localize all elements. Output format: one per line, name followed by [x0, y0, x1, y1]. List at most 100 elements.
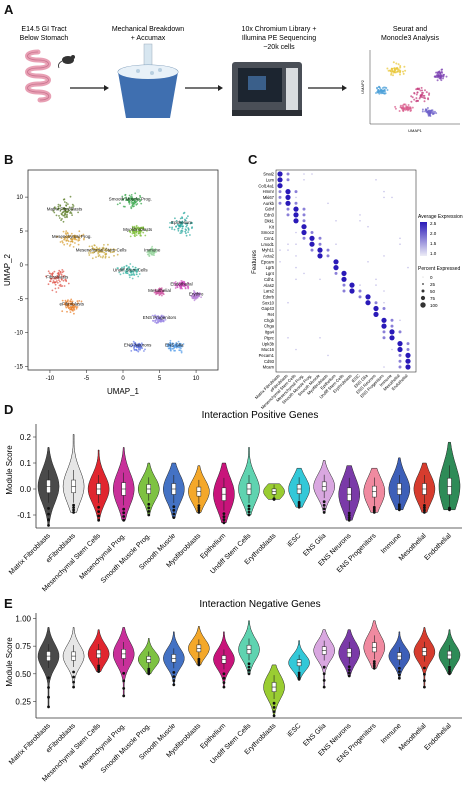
- umap-point: [169, 344, 171, 347]
- violin-outlier: [172, 675, 176, 678]
- violin-outlier: [372, 666, 376, 670]
- violin-outlier: [448, 668, 451, 671]
- mini-umap-point: [410, 109, 412, 112]
- mini-umap-point: [435, 75, 438, 78]
- umap-point: [150, 247, 153, 250]
- umap-point: [131, 343, 134, 346]
- dotplot-dot: [303, 179, 305, 181]
- umap-point: [64, 232, 67, 235]
- dotplot-gene-label: Kit: [269, 224, 275, 229]
- umap-ytick: 0: [20, 263, 24, 269]
- umap-point: [65, 306, 68, 309]
- umap-point: [63, 243, 66, 246]
- step2-line2: + Accumax: [131, 35, 166, 42]
- umap-point: [68, 245, 71, 247]
- umap-cluster-label: ENS Glia: [165, 342, 184, 347]
- umap-point: [178, 281, 181, 284]
- umap-point: [53, 211, 56, 214]
- umap-point: [72, 310, 74, 312]
- mini-umap-point: [440, 70, 443, 73]
- umap-point: [152, 254, 155, 256]
- umap-point: [139, 194, 141, 197]
- violin-outlier: [347, 674, 351, 678]
- umap-point: [53, 270, 56, 273]
- mini-umap-point: [407, 108, 410, 111]
- umap-point: [130, 273, 133, 276]
- dotplot-dot: [295, 278, 297, 281]
- umap-point: [59, 271, 62, 274]
- umap-point: [65, 211, 68, 214]
- violin-category-label: Smooth Muscle Prog.: [100, 532, 152, 584]
- umap-point: [127, 268, 129, 271]
- pct-legend-dot: [421, 289, 425, 293]
- dotplot-gene-label: Snai2: [263, 172, 274, 177]
- violin-outlier: [222, 518, 226, 522]
- violin-outlier: [172, 679, 176, 683]
- mini-umap-point: [428, 92, 431, 95]
- umap-point: [179, 217, 182, 220]
- dotplot-dot: [303, 272, 305, 275]
- mini-umap-point: [399, 73, 401, 76]
- umap-point: [185, 232, 187, 235]
- umap-point: [57, 203, 60, 206]
- umap-point: [132, 199, 135, 202]
- violin-outlier: [72, 503, 75, 507]
- dotplot-dot: [358, 295, 362, 299]
- umap-point: [177, 346, 180, 349]
- violin-outlier: [47, 518, 50, 522]
- dotplot-dot: [279, 249, 281, 251]
- step1-line1: E14.5 GI Tract: [21, 26, 66, 33]
- umap-point: [173, 345, 175, 348]
- umap-point: [144, 348, 146, 351]
- intestine-icon: [25, 49, 52, 103]
- umap-point: [59, 280, 61, 283]
- violin-outlier: [97, 670, 101, 673]
- expr-legend-title: Average Expression: [418, 214, 463, 220]
- dotplot-frame: [275, 169, 417, 373]
- violin-outlier: [347, 518, 351, 522]
- umap-point: [78, 230, 81, 233]
- umap-point: [140, 202, 143, 205]
- umap-point: [49, 280, 52, 283]
- mini-umap-point: [413, 92, 416, 95]
- umap-point: [141, 226, 143, 229]
- umap-point: [155, 289, 157, 291]
- dotplot-gene-label: Ednrb: [263, 295, 275, 300]
- violin-outlier: [272, 710, 276, 713]
- umap-point: [177, 229, 180, 232]
- dotplot-dot: [333, 265, 339, 271]
- mini-umap-point: [435, 112, 438, 115]
- umap-point: [200, 296, 203, 299]
- violin-outlier: [322, 507, 326, 511]
- dotplot-dot: [303, 173, 305, 175]
- umap-point: [124, 194, 126, 197]
- dotplot-dot: [327, 202, 329, 205]
- dotplot-dot: [309, 235, 315, 241]
- umap-point: [95, 256, 97, 258]
- pct-legend-tick: 50: [430, 289, 436, 294]
- violin-positive-panel: Interaction Positive Genes Module Score …: [5, 410, 462, 593]
- umap-point: [60, 274, 63, 276]
- umap-point: [96, 249, 99, 252]
- dotplot-dot: [399, 237, 401, 240]
- umap-point: [163, 316, 166, 318]
- violin-outlier: [322, 679, 326, 682]
- violin-outlier: [222, 521, 226, 525]
- umap-point: [69, 300, 71, 303]
- dotplot-dot: [287, 337, 289, 339]
- umap-point: [71, 238, 74, 241]
- violin-outlier: [72, 670, 75, 674]
- violin-outlier: [222, 515, 226, 519]
- dotplot-dot: [383, 190, 385, 193]
- umap-point: [55, 291, 58, 293]
- umap-point: [180, 224, 182, 227]
- umap-point: [198, 292, 201, 295]
- mouse-icon: [58, 55, 75, 69]
- panel-label-a: A: [4, 2, 14, 17]
- violin-category-label: Mesenchymal Prog.: [78, 532, 127, 581]
- dotplot-dot: [389, 329, 395, 335]
- umap-point: [65, 239, 68, 242]
- mini-umap-point: [424, 89, 426, 92]
- mini-umap-point: [397, 63, 400, 66]
- umap-point: [187, 215, 189, 218]
